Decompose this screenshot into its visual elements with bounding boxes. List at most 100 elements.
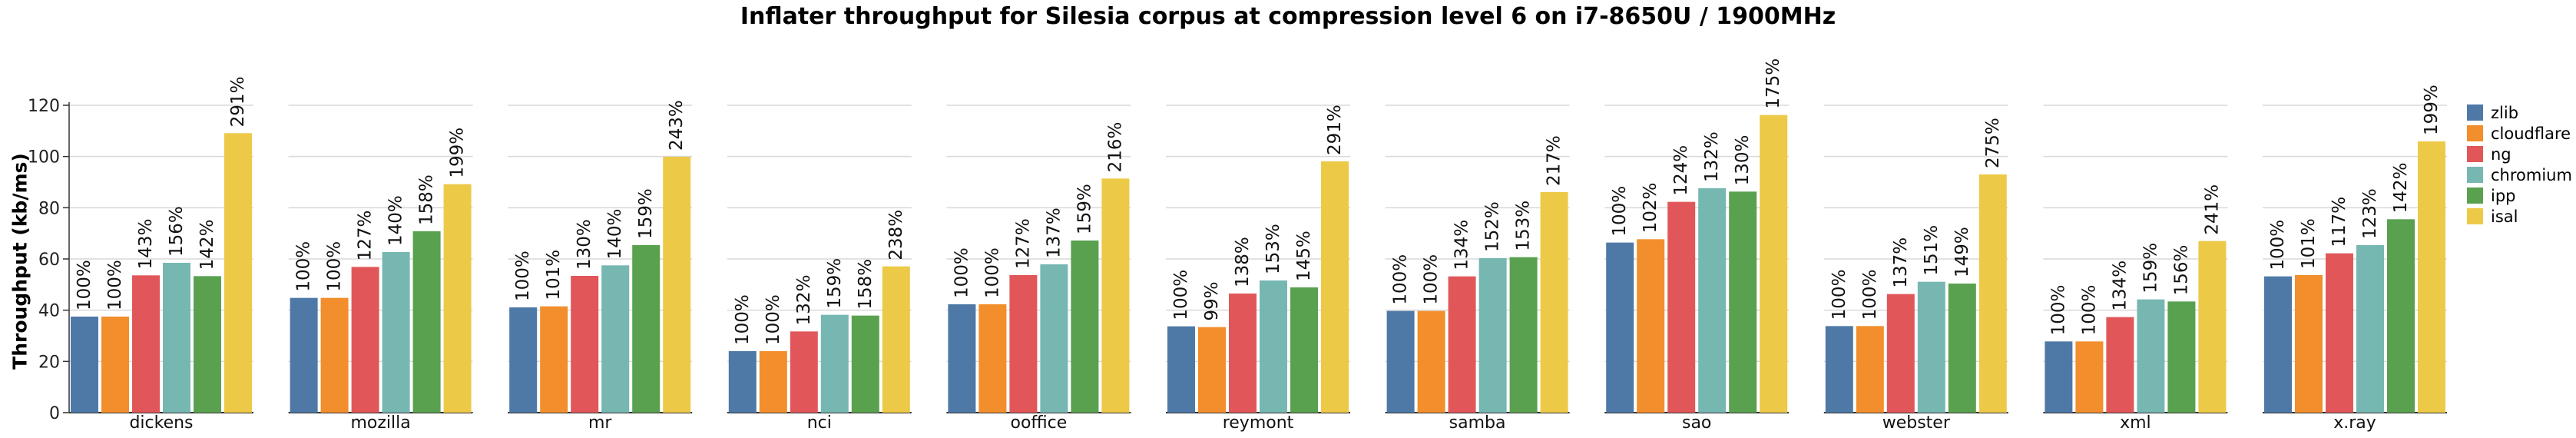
y-tick-label: 40 <box>38 302 60 321</box>
legend-label: ipp <box>2491 186 2516 205</box>
y-tick-label: 80 <box>38 199 60 218</box>
bar-zlib-dickens <box>71 317 98 413</box>
bar-cloudflare-mozilla <box>320 297 349 413</box>
data-label: 100% <box>2079 285 2099 336</box>
bar-cloudflare-mr <box>540 306 568 413</box>
y-tick-label: 0 <box>49 404 60 423</box>
x-tick-label: mr <box>588 413 612 433</box>
data-label: 140% <box>386 195 406 246</box>
bar-chromium-sao <box>1698 188 1727 413</box>
legend-item-ng: ng <box>2467 144 2572 164</box>
bar-chromium-x.ray <box>2356 245 2384 413</box>
legend-swatch <box>2467 125 2483 141</box>
data-label: 156% <box>167 206 187 257</box>
data-label: 175% <box>1763 58 1783 109</box>
bar-zlib-x.ray <box>2264 276 2292 413</box>
bar-isal-ooffice <box>1101 178 1130 413</box>
bar-ipp-sao <box>1729 191 1757 413</box>
data-label: 130% <box>1733 135 1753 186</box>
data-label: 134% <box>1452 220 1472 270</box>
bar-chromium-mozilla <box>382 252 410 413</box>
data-label: 199% <box>448 128 468 178</box>
bar-zlib-mozilla <box>290 297 318 413</box>
legend-item-cloudflare: cloudflare <box>2467 124 2572 143</box>
legend-label: chromium <box>2491 165 2572 184</box>
data-label: 151% <box>1922 225 1942 276</box>
y-tick-label: 100 <box>28 148 60 168</box>
data-label: 159% <box>825 258 845 309</box>
data-label: 100% <box>513 251 533 301</box>
bar-chromium-samba <box>1478 258 1507 413</box>
data-label: 132% <box>1702 131 1722 182</box>
bar-ng-webster <box>1886 294 1915 413</box>
bar-isal-mr <box>663 157 691 413</box>
data-label: 152% <box>1483 201 1503 252</box>
data-label: 159% <box>2141 243 2160 294</box>
legend-label: cloudflare <box>2491 124 2571 143</box>
data-label: 217% <box>1545 135 1564 186</box>
data-label: 100% <box>982 247 1002 298</box>
data-label: 137% <box>1044 207 1064 258</box>
legend-item-zlib: zlib <box>2467 103 2572 122</box>
bar-cloudflare-ooffice <box>978 304 1007 413</box>
bar-ng-mr <box>571 276 599 413</box>
bar-ipp-xml <box>2167 301 2196 413</box>
data-label: 149% <box>1952 227 1972 277</box>
data-label: 134% <box>2110 260 2130 311</box>
bar-zlib-nci <box>728 351 757 413</box>
data-label: 100% <box>325 241 345 292</box>
data-label: 156% <box>2171 245 2191 296</box>
data-label: 291% <box>1325 105 1345 155</box>
y-tick-label: 120 <box>28 97 60 116</box>
data-label: 140% <box>605 209 625 260</box>
x-tick-label: xml <box>2120 413 2151 433</box>
bar-isal-nci <box>882 266 910 413</box>
data-label: 100% <box>1422 254 1442 305</box>
bar-ng-mozilla <box>351 267 379 413</box>
bar-isal-samba <box>1540 192 1568 413</box>
bar-cloudflare-nci <box>759 351 787 413</box>
bar-ipp-x.ray <box>2387 219 2415 413</box>
data-label: 100% <box>1391 254 1411 305</box>
legend-label: zlib <box>2491 103 2519 122</box>
data-label: 123% <box>2360 188 2380 239</box>
bar-zlib-samba <box>1386 310 1415 413</box>
bar-cloudflare-samba <box>1417 310 1445 413</box>
data-label: 142% <box>2391 163 2411 214</box>
bar-zlib-sao <box>1606 242 1634 413</box>
legend-label: isal <box>2491 207 2518 226</box>
legend-swatch <box>2467 146 2483 162</box>
bar-chromium-ooffice <box>1040 264 1068 413</box>
data-label: 142% <box>197 220 217 270</box>
data-label: 100% <box>1829 270 1849 320</box>
data-label: 100% <box>2268 220 2288 270</box>
bar-ipp-mr <box>632 245 661 413</box>
bar-cloudflare-reymont <box>1198 327 1226 413</box>
bar-chromium-dickens <box>163 263 190 413</box>
data-label: 137% <box>1891 237 1911 288</box>
data-label: 100% <box>74 260 94 310</box>
bar-ng-dickens <box>132 275 160 413</box>
data-label: 216% <box>1105 122 1125 173</box>
legend-label: ng <box>2491 144 2511 164</box>
bar-cloudflare-sao <box>1637 239 1665 413</box>
bar-ipp-ooffice <box>1071 241 1099 413</box>
data-label: 241% <box>2202 184 2222 235</box>
legend-swatch <box>2467 105 2483 121</box>
data-label: 158% <box>417 174 437 225</box>
x-tick-label: mozilla <box>350 413 410 433</box>
bar-cloudflare-xml <box>2075 341 2104 413</box>
x-tick-label: ooffice <box>1010 413 1067 433</box>
bar-isal-mozilla <box>443 184 472 413</box>
bar-cloudflare-x.ray <box>2295 275 2323 413</box>
x-tick-label: webster <box>1882 413 1951 433</box>
x-tick-label: x.ray <box>2333 413 2376 433</box>
x-tick-label: dickens <box>129 413 193 433</box>
bar-zlib-ooffice <box>948 304 976 413</box>
bar-ng-nci <box>790 331 818 413</box>
data-label: 117% <box>2329 197 2349 247</box>
chart-title: Inflater throughput for Silesia corpus a… <box>740 3 1836 30</box>
bar-zlib-webster <box>1825 326 1853 413</box>
y-tick-label: 60 <box>38 251 60 270</box>
bar-zlib-mr <box>509 307 538 413</box>
